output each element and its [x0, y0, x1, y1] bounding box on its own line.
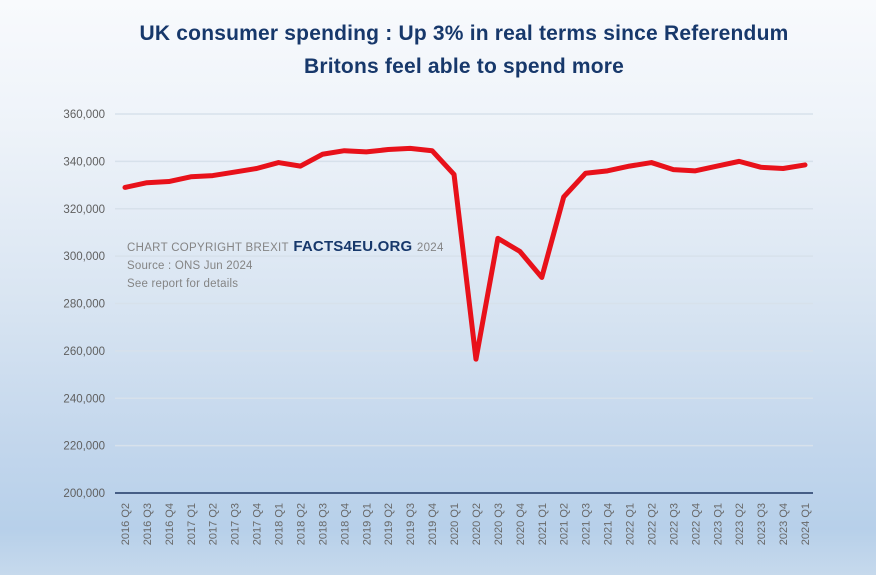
x-axis-tick-label: 2021 Q1: [537, 503, 549, 545]
x-axis-tick-label: 2020 Q3: [493, 503, 505, 545]
x-axis-tick-label: 2020 Q2: [471, 503, 483, 545]
y-axis-tick-label: 280,000: [63, 299, 105, 311]
y-axis-tick-label: 300,000: [63, 251, 105, 263]
report-note: See report for details: [127, 278, 239, 290]
x-axis-tick-label: 2020 Q4: [515, 503, 527, 545]
x-axis-tick-label: 2018 Q4: [339, 503, 351, 545]
x-axis-tick-label: 2022 Q2: [646, 503, 658, 545]
y-axis-tick-label: 360,000: [63, 109, 105, 121]
copyright-prefix: CHART COPYRIGHT BREXIT: [127, 242, 289, 254]
y-axis-tick-label: 260,000: [63, 346, 105, 358]
x-axis-tick-label: 2019 Q1: [361, 503, 373, 545]
x-axis-tick-label: 2016 Q4: [164, 503, 176, 545]
x-axis-tick-label: 2019 Q2: [383, 503, 395, 545]
x-axis-tick-label: 2020 Q1: [449, 503, 461, 545]
x-axis-tick-label: 2023 Q2: [734, 503, 746, 545]
x-axis-tick-label: 2016 Q3: [142, 503, 154, 545]
x-axis-tick-label: 2016 Q2: [120, 503, 132, 545]
x-axis-tick-label: 2021 Q3: [581, 503, 593, 545]
y-axis-tick-label: 200,000: [63, 488, 105, 500]
x-axis-tick-label: 2022 Q3: [668, 503, 680, 545]
x-axis-tick-label: 2017 Q3: [230, 503, 242, 545]
x-axis-tick-label: 2018 Q1: [274, 503, 286, 545]
y-axis-tick-label: 320,000: [63, 204, 105, 216]
x-axis-tick-label: 2019 Q3: [405, 503, 417, 545]
brand-text: FACTS4EU.ORG: [293, 238, 413, 255]
x-axis-tick-label: 2021 Q4: [603, 503, 615, 545]
x-axis-tick-label: 2023 Q4: [778, 503, 790, 545]
chart-title: UK consumer spending : Up 3% in real ter…: [52, 17, 876, 83]
copyright-year: 2024: [416, 242, 444, 254]
source-text: Source : ONS Jun 2024: [127, 260, 253, 272]
spending-line: [122, 145, 808, 362]
copyright-line: CHART COPYRIGHT BREXIT FACTS4EU.ORG 2024: [127, 238, 444, 257]
x-axis-tick-label: 2018 Q3: [317, 503, 329, 545]
x-axis-tick-label: 2017 Q4: [252, 503, 264, 545]
chart-title-line2: Britons feel able to spend more: [303, 55, 625, 78]
x-axis-tick-label: 2017 Q1: [186, 503, 198, 545]
x-axis-tick-label: 2021 Q2: [559, 503, 571, 545]
x-axis-tick-label: 2023 Q1: [712, 503, 724, 545]
chart-title-line1: UK consumer spending : Up 3% in real ter…: [139, 22, 789, 45]
x-axis-tick-label: 2022 Q4: [690, 503, 702, 545]
x-axis-tick-label: 2018 Q2: [295, 503, 307, 545]
x-axis-tick-label: 2019 Q4: [427, 503, 439, 545]
x-axis-tick-label: 2024 Q1: [800, 503, 812, 545]
x-axis-tick-label: 2017 Q2: [208, 503, 220, 545]
y-axis-tick-label: 340,000: [63, 156, 105, 168]
x-axis-tick-label: 2022 Q1: [625, 503, 637, 545]
y-axis-tick-label: 240,000: [63, 393, 105, 405]
x-axis-tick-label: 2023 Q3: [756, 503, 768, 545]
y-axis-tick-label: 220,000: [63, 441, 105, 453]
copyright-watermark: CHART COPYRIGHT BREXIT FACTS4EU.ORG 2024…: [127, 238, 444, 293]
